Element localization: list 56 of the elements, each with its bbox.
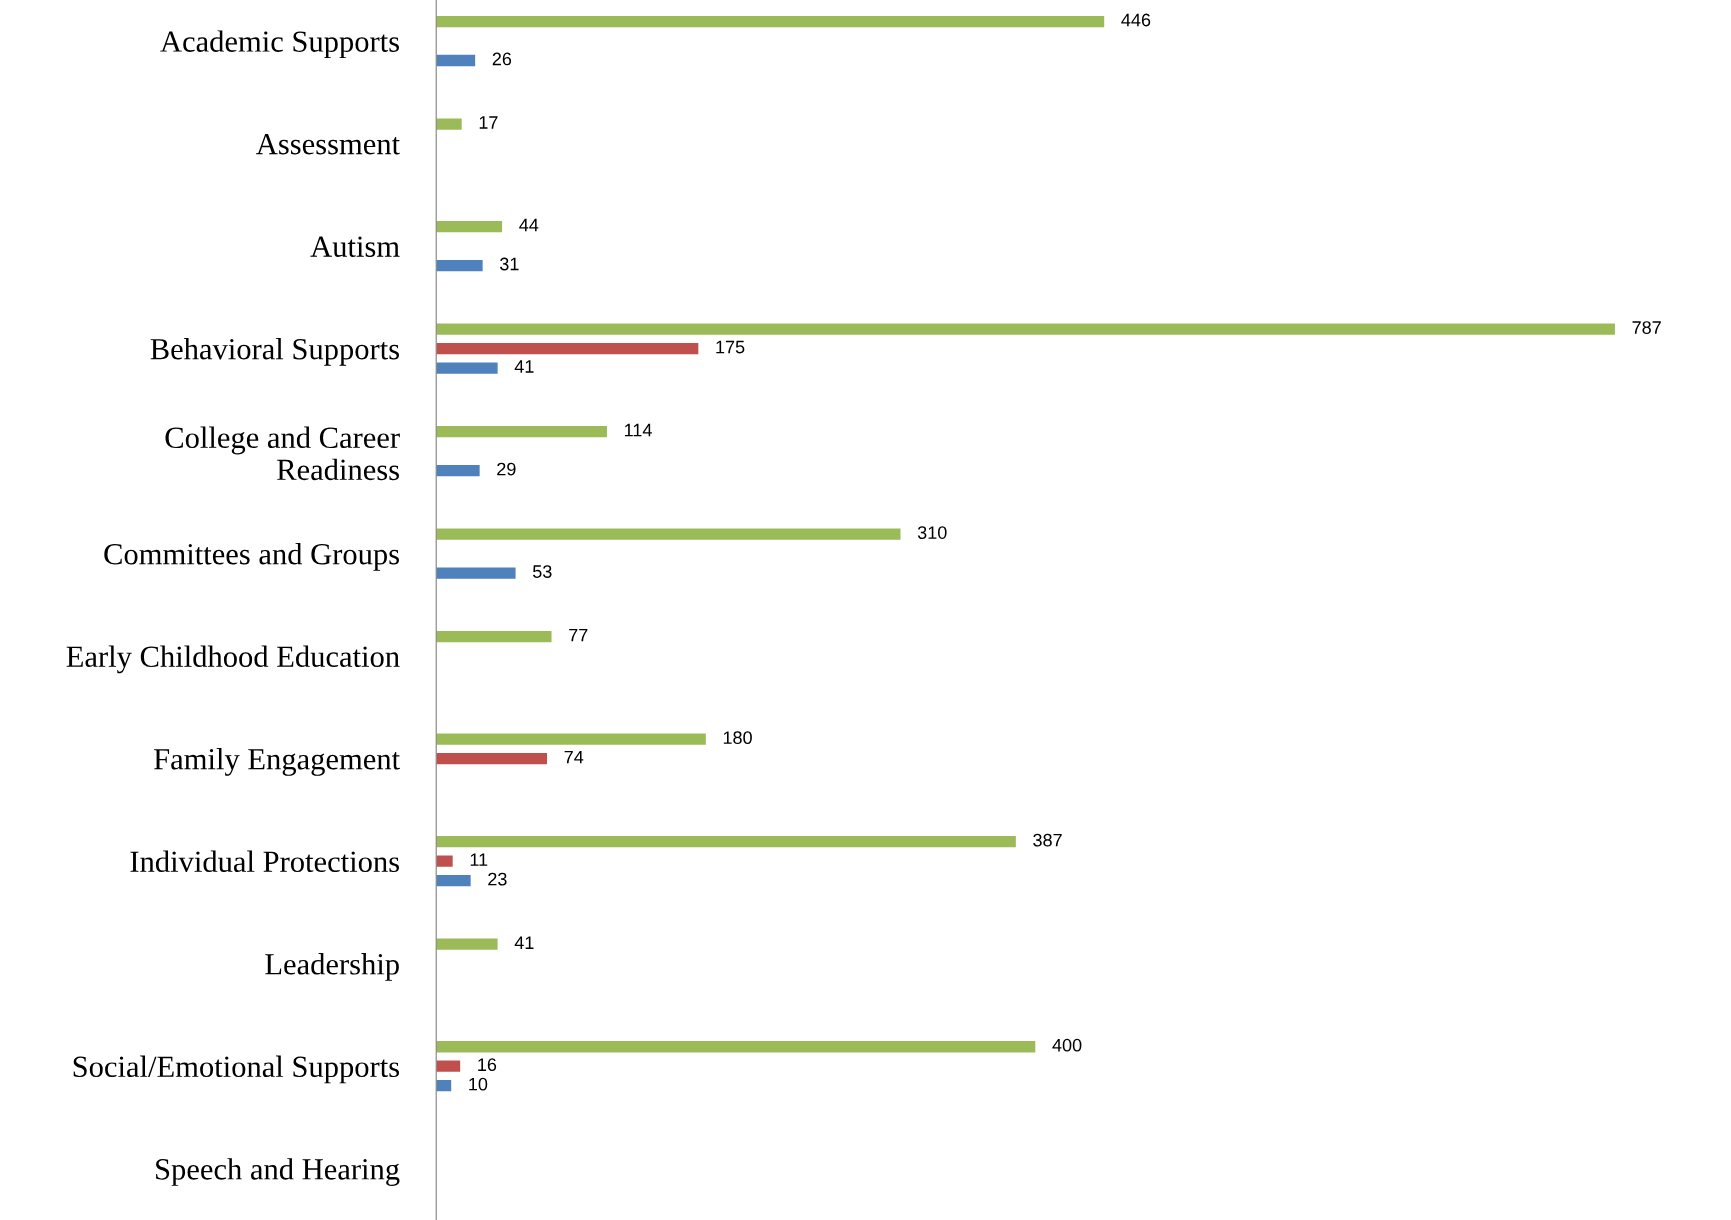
bar bbox=[436, 342, 699, 355]
bar bbox=[436, 631, 552, 643]
bar bbox=[436, 464, 480, 477]
data-label: 77 bbox=[569, 628, 588, 642]
bar bbox=[436, 938, 498, 950]
y-tick-label: Committees and Groups bbox=[104, 543, 399, 571]
data-label: 41 bbox=[514, 360, 534, 373]
data-label: 446 bbox=[1121, 13, 1151, 27]
data-label: 29 bbox=[497, 462, 516, 476]
bar bbox=[436, 875, 471, 887]
y-tick-label: Speech and Hearing bbox=[156, 1158, 400, 1186]
bar bbox=[436, 753, 548, 765]
y-tick-label: Individual Protections bbox=[130, 850, 399, 873]
bar bbox=[436, 259, 483, 272]
data-label: 310 bbox=[917, 526, 947, 539]
bar bbox=[436, 855, 453, 867]
y-tick-label: Behavioral Supports bbox=[150, 337, 399, 366]
data-label: 31 bbox=[500, 257, 519, 271]
data-label: 114 bbox=[625, 423, 652, 437]
data-label: 44 bbox=[519, 218, 539, 232]
y-tick-label: Early Childhood Education bbox=[66, 645, 400, 674]
data-label: 23 bbox=[488, 872, 507, 886]
y-tick-label: Academic Supports bbox=[160, 30, 399, 59]
data-label: 11 bbox=[470, 853, 488, 866]
bar bbox=[436, 528, 901, 540]
data-label: 41 bbox=[514, 936, 534, 949]
y-tick-label: Autism bbox=[310, 236, 400, 257]
y-tick-label: College and Career Readiness bbox=[165, 426, 400, 481]
data-label: 175 bbox=[716, 340, 745, 354]
data-label: 400 bbox=[1052, 1038, 1082, 1052]
data-label: 387 bbox=[1033, 833, 1062, 847]
bar bbox=[436, 567, 516, 579]
y-tick-label: Family Engagement bbox=[154, 748, 400, 776]
data-label: 17 bbox=[479, 116, 498, 129]
data-label: 74 bbox=[564, 750, 584, 764]
bar bbox=[436, 54, 476, 67]
data-label: 180 bbox=[723, 731, 752, 745]
bar bbox=[436, 220, 503, 233]
data-label: 787 bbox=[1632, 321, 1661, 334]
bar bbox=[436, 733, 706, 745]
bar bbox=[436, 15, 1105, 28]
bar bbox=[436, 118, 462, 130]
bar bbox=[436, 1060, 461, 1072]
data-label: 10 bbox=[469, 1077, 488, 1091]
data-label: 16 bbox=[478, 1058, 497, 1072]
bar bbox=[436, 362, 498, 374]
bar bbox=[436, 323, 1615, 335]
y-tick-label: Leadership bbox=[265, 953, 399, 981]
bar bbox=[436, 1041, 1036, 1053]
y-tick-label: Assessment bbox=[256, 133, 400, 155]
bar bbox=[436, 425, 607, 438]
y-tick-label: Social/Emotional Supports bbox=[73, 1055, 399, 1084]
bar bbox=[436, 836, 1016, 848]
data-label: 53 bbox=[532, 565, 552, 578]
data-label: 26 bbox=[492, 52, 512, 66]
bar bbox=[436, 1080, 452, 1092]
